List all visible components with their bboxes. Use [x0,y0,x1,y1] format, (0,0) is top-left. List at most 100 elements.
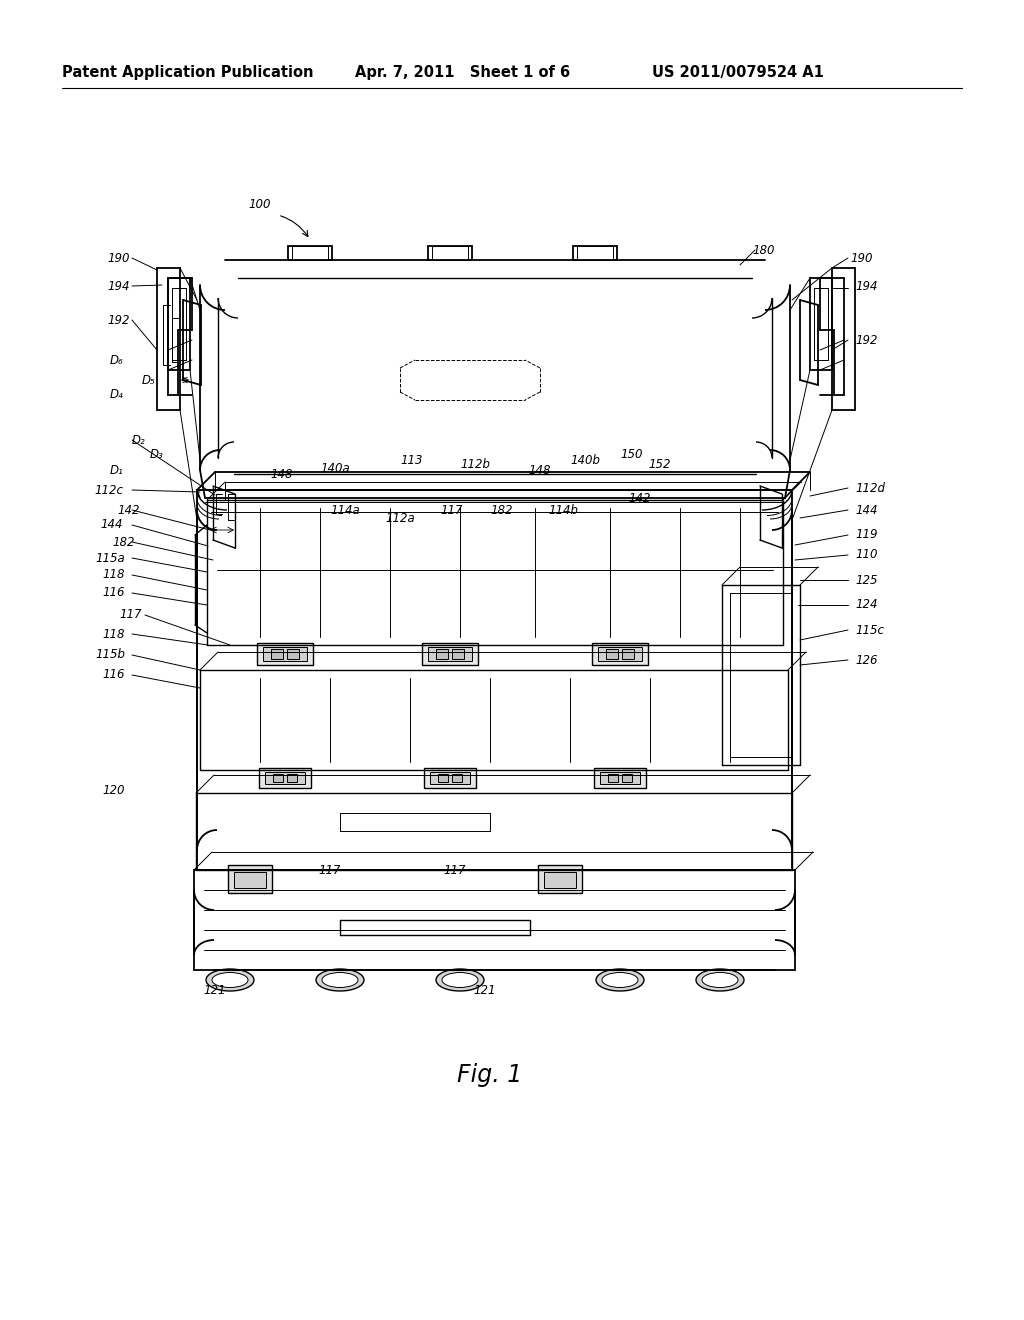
Bar [622,649,634,659]
Text: D₆: D₆ [110,354,123,367]
Text: 194: 194 [855,280,878,293]
Bar [598,647,642,661]
Text: 152: 152 [648,458,671,471]
Text: 118: 118 [102,569,125,582]
Ellipse shape [696,969,744,991]
Text: 116: 116 [102,586,125,599]
Bar [592,643,648,665]
Text: 180: 180 [752,243,774,256]
Bar [273,774,283,781]
Text: 182: 182 [113,536,135,549]
Ellipse shape [206,969,254,991]
Bar [438,774,449,781]
Bar [428,246,472,260]
Text: 124: 124 [855,598,878,611]
Text: 194: 194 [108,280,130,293]
Bar [430,772,470,784]
Text: 125: 125 [855,573,878,586]
Text: D₂: D₂ [131,433,145,446]
Text: 140b: 140b [570,454,600,466]
Text: 115c: 115c [855,623,884,636]
Ellipse shape [442,973,478,987]
Text: 144: 144 [100,519,123,532]
Bar [452,649,464,659]
Text: 117: 117 [440,503,463,516]
Bar [544,873,575,888]
Text: 114b: 114b [548,503,578,516]
Bar [259,768,311,788]
Text: 142: 142 [628,491,650,504]
Text: 148: 148 [528,463,551,477]
Text: 148: 148 [270,469,293,482]
Text: 126: 126 [855,653,878,667]
Bar [292,246,328,260]
Text: 190: 190 [108,252,130,264]
Bar [287,649,299,659]
Text: 114a: 114a [330,503,359,516]
Ellipse shape [602,973,638,987]
Text: D₁: D₁ [110,463,123,477]
Text: 115b: 115b [95,648,125,661]
Bar [234,873,266,888]
Text: 112a: 112a [385,511,415,524]
Bar [594,768,646,788]
Bar [622,774,632,781]
Text: D₅: D₅ [141,374,155,387]
Bar [608,774,618,781]
Bar [538,865,582,894]
Bar [573,246,617,260]
Text: 117: 117 [443,863,466,876]
Bar [228,865,272,894]
Text: 192: 192 [855,334,878,346]
Text: 144: 144 [855,503,878,516]
Ellipse shape [322,973,358,987]
Bar [263,647,307,661]
Text: 182: 182 [490,503,512,516]
Text: 112c: 112c [94,483,123,496]
Bar [424,768,476,788]
Text: 121: 121 [204,983,226,997]
Ellipse shape [436,969,484,991]
Bar [257,643,313,665]
Text: 121: 121 [474,983,497,997]
Bar [606,649,618,659]
Bar [436,649,449,659]
Text: 142: 142 [118,503,140,516]
Bar [422,643,478,665]
Text: 113: 113 [400,454,423,466]
Bar [452,774,462,781]
Text: 140a: 140a [319,462,350,474]
Bar [265,772,305,784]
Text: Apr. 7, 2011   Sheet 1 of 6: Apr. 7, 2011 Sheet 1 of 6 [355,65,570,79]
Text: D₄: D₄ [110,388,123,401]
Text: 112d: 112d [855,482,885,495]
Ellipse shape [596,969,644,991]
Text: D₃: D₃ [150,449,163,462]
Bar [428,647,472,661]
Text: US 2011/0079524 A1: US 2011/0079524 A1 [652,65,824,79]
Bar [287,774,297,781]
Text: 120: 120 [102,784,125,796]
Text: 190: 190 [850,252,872,264]
Ellipse shape [702,973,738,987]
Ellipse shape [212,973,248,987]
Text: 110: 110 [855,549,878,561]
Bar [288,246,332,260]
Bar [577,246,613,260]
Text: 150: 150 [620,449,642,462]
Text: Fig. 1: Fig. 1 [458,1063,522,1086]
Text: 116: 116 [102,668,125,681]
Text: Patent Application Publication: Patent Application Publication [62,65,313,79]
Text: 100: 100 [248,198,270,211]
Text: 192: 192 [108,314,130,326]
Text: 115a: 115a [95,552,125,565]
Text: 117: 117 [318,863,341,876]
Bar [271,649,283,659]
Text: 118: 118 [102,627,125,640]
Text: 117: 117 [120,609,142,622]
Text: 112b: 112b [460,458,490,471]
Ellipse shape [316,969,364,991]
Text: 119: 119 [855,528,878,541]
Bar [432,246,468,260]
Bar [600,772,640,784]
